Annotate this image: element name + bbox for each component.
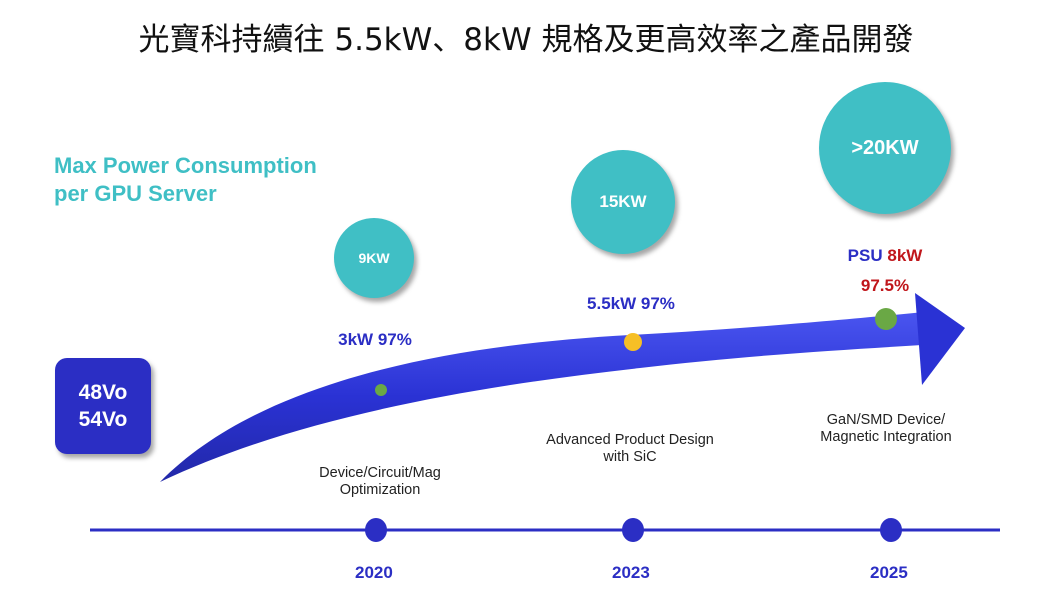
year-label-2020: 2020 <box>355 563 393 582</box>
milestone-dot-2020 <box>375 384 387 396</box>
description-line-2: Optimization <box>339 482 421 498</box>
server-power-value: 9KW <box>358 250 390 266</box>
voltage-48: 48Vo <box>78 381 128 404</box>
psu-label-2020: 3kW 97% <box>338 330 412 349</box>
timeline-marker-2025 <box>880 518 902 542</box>
timeline-marker-2020 <box>365 518 387 542</box>
timeline-marker-2023 <box>622 518 644 542</box>
year-label-2025: 2025 <box>870 563 908 582</box>
growth-arrow-head <box>915 293 965 385</box>
psu-efficiency-2025: 97.5% <box>860 276 910 295</box>
description-2023: Advanced Product Design with SiC <box>520 432 740 466</box>
subtitle-line-1: Max Power Consumption <box>54 153 317 178</box>
subtitle-line-2: per GPU Server <box>54 181 217 206</box>
description-line-1: GaN/SMD Device/ <box>826 412 946 428</box>
page-title: 光寶科持續往 5.5kW、8kW 規格及更高效率之產品開發 <box>138 22 914 58</box>
growth-arrow-body <box>160 312 925 482</box>
server-power-value: 15KW <box>599 192 647 211</box>
psu-power: 8kW <box>887 246 923 265</box>
server-power-value: >20KW <box>851 136 919 159</box>
server-power-circle-2025: >20KW <box>819 82 951 214</box>
server-power-circle-2023: 15KW <box>571 150 675 254</box>
description-2025: GaN/SMD Device/ Magnetic Integration <box>796 412 976 446</box>
milestone-dot-2023 <box>624 333 642 351</box>
voltage-54: 54Vo <box>78 408 128 431</box>
description-line-1: Device/Circuit/Mag <box>319 465 441 481</box>
psu-label-2023: 5.5kW 97% <box>587 294 675 313</box>
psu-prefix: PSU <box>847 246 883 265</box>
description-2020: Device/Circuit/Mag Optimization <box>290 465 470 499</box>
output-voltage-box: 48Vo 54Vo <box>55 358 151 454</box>
description-line-2: with SiC <box>603 449 657 465</box>
server-power-circle-2020: 9KW <box>334 218 414 298</box>
subtitle: Max Power Consumption per GPU Server <box>54 152 317 208</box>
year-label-2023: 2023 <box>612 563 650 582</box>
psu-label-2025: PSU 8kW <box>830 246 940 266</box>
description-line-1: Advanced Product Design <box>546 432 714 448</box>
description-line-2: Magnetic Integration <box>820 429 952 445</box>
milestone-dot-2025 <box>875 308 897 330</box>
